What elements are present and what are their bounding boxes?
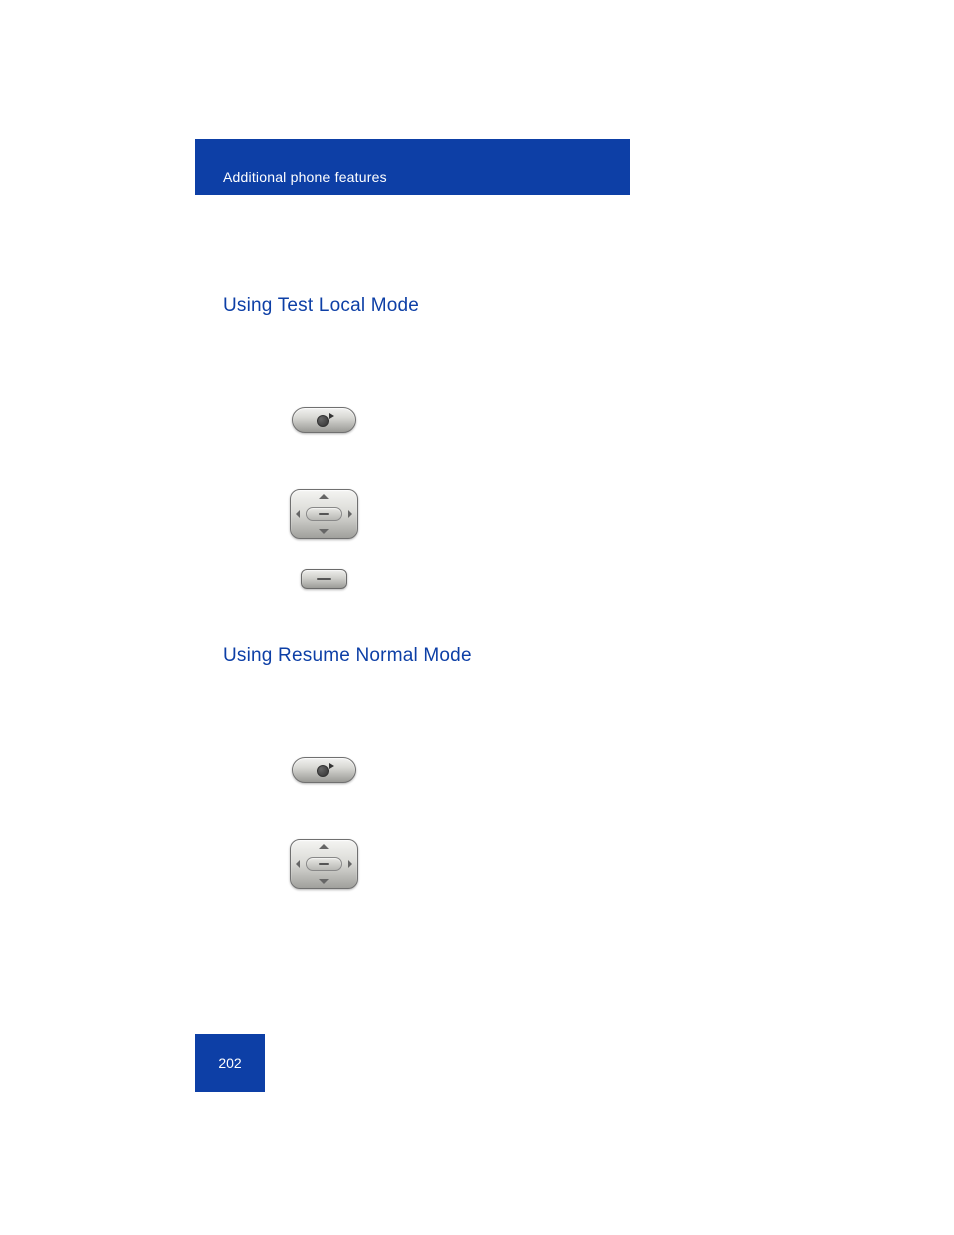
nav-left-icon (296, 510, 300, 518)
services-key-icon (292, 407, 356, 433)
section-heading-test-local-mode: Using Test Local Mode (223, 295, 602, 317)
globe-arrow-icon (314, 763, 334, 777)
step-row (223, 757, 602, 783)
nav-up-icon (319, 844, 329, 849)
nav-down-icon (319, 879, 329, 884)
manual-page: Additional phone features Using Test Loc… (195, 139, 630, 1092)
globe-arrow-icon (314, 413, 334, 427)
nav-up-icon (319, 494, 329, 499)
page-footer: 202 (195, 1034, 265, 1092)
icon-wrap (289, 407, 359, 433)
enter-key-icon (301, 569, 347, 589)
nav-center-icon (306, 857, 342, 871)
section-heading-resume-normal-mode: Using Resume Normal Mode (223, 645, 602, 667)
nav-cluster-icon (290, 839, 358, 889)
page-header: Additional phone features (195, 139, 630, 195)
icon-wrap (289, 757, 359, 783)
nav-right-icon (348, 510, 352, 518)
nav-down-icon (319, 529, 329, 534)
icon-wrap (289, 489, 359, 539)
nav-left-icon (296, 860, 300, 868)
step-row (223, 407, 602, 433)
icon-wrap (289, 569, 359, 589)
step-row (223, 839, 602, 889)
step-row (223, 489, 602, 539)
nav-center-icon (306, 507, 342, 521)
icon-wrap (289, 839, 359, 889)
services-key-icon (292, 757, 356, 783)
nav-right-icon (348, 860, 352, 868)
header-title: Additional phone features (223, 169, 387, 185)
page-number: 202 (218, 1055, 241, 1071)
nav-cluster-icon (290, 489, 358, 539)
step-row (223, 569, 602, 589)
page-content: Using Test Local Mode (195, 195, 630, 889)
